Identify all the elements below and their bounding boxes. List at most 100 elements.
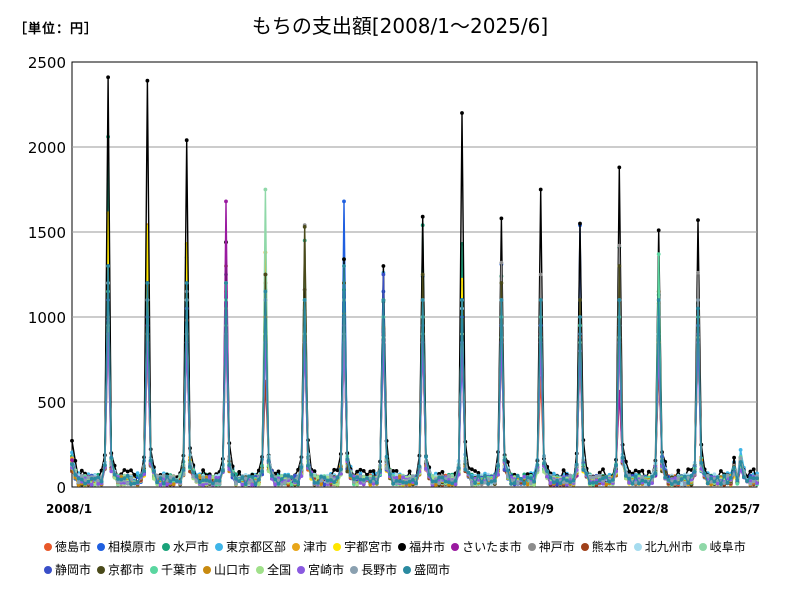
data-point (624, 459, 628, 464)
data-point (260, 469, 264, 474)
data-point (705, 481, 710, 486)
data-point (250, 482, 255, 487)
data-point (224, 199, 228, 204)
data-point (132, 481, 137, 486)
data-point (437, 481, 441, 486)
data-point (256, 482, 261, 487)
data-point (191, 470, 196, 475)
data-point (184, 138, 189, 143)
data-point (289, 475, 294, 480)
legend-label: 京都市 (108, 563, 145, 577)
data-point (529, 476, 533, 481)
data-point (181, 467, 186, 472)
data-point (214, 478, 219, 483)
data-point (735, 481, 740, 486)
data-point (168, 475, 173, 479)
data-point (335, 468, 340, 473)
data-point (355, 469, 359, 474)
data-point (76, 483, 81, 487)
data-point (601, 481, 605, 486)
legend-swatch-icon (44, 542, 52, 551)
data-point (692, 470, 697, 474)
data-point (499, 281, 504, 285)
data-point (420, 214, 425, 219)
data-point (352, 480, 356, 484)
data-point (640, 474, 645, 479)
data-point (394, 472, 399, 477)
data-point (522, 481, 527, 486)
data-point (319, 482, 323, 487)
data-point (571, 478, 576, 483)
y-tick-label: 1500 (28, 224, 66, 242)
data-point (565, 478, 569, 483)
data-point (234, 476, 238, 481)
data-point (551, 480, 556, 485)
data-point (417, 464, 422, 469)
legend-item: 京都市 (97, 561, 144, 578)
legend-swatch-icon (350, 565, 359, 574)
data-point (106, 75, 110, 80)
legend-swatch-icon (97, 565, 106, 574)
data-point (161, 481, 166, 486)
data-point (302, 225, 307, 229)
data-point (656, 298, 661, 302)
data-point (627, 473, 632, 478)
data-point (656, 228, 661, 233)
data-point (273, 477, 278, 482)
data-point (214, 475, 219, 480)
data-point (630, 481, 635, 486)
data-point (532, 483, 536, 487)
plot-area (71, 61, 758, 488)
data-point (322, 482, 327, 487)
legend-label: さいたま市 (462, 540, 522, 554)
data-point (525, 475, 530, 480)
data-point (188, 464, 192, 469)
data-point (584, 471, 589, 476)
legend-label: 山口市 (214, 563, 251, 577)
data-point (122, 468, 127, 472)
data-point (148, 458, 153, 463)
data-point (365, 476, 369, 480)
data-point (420, 272, 425, 277)
data-point (335, 482, 340, 487)
data-point (243, 482, 248, 487)
data-point (342, 257, 346, 262)
legend-swatch-icon (150, 565, 159, 574)
legend-swatch-icon (215, 542, 224, 551)
data-point (371, 469, 376, 473)
data-point (466, 470, 471, 475)
data-point (286, 474, 291, 478)
data-point (433, 479, 438, 484)
data-point (345, 457, 350, 462)
data-point (604, 475, 609, 479)
data-point (283, 480, 287, 485)
data-point (617, 243, 622, 248)
data-point (348, 473, 353, 478)
data-point (597, 470, 602, 475)
data-point (371, 481, 376, 486)
x-tick-label: 2013/11 (274, 502, 328, 516)
data-point (152, 476, 156, 481)
legend-item: 宇都宮市 (333, 538, 392, 555)
data-point (93, 476, 97, 481)
legend-label: 徳島市 (55, 540, 92, 554)
data-point (578, 298, 582, 302)
data-point (293, 478, 297, 483)
data-point (211, 475, 215, 479)
data-point (240, 482, 245, 487)
data-point (424, 466, 428, 471)
y-tick-label: 1000 (28, 309, 66, 327)
x-tick-label: 2016/10 (389, 502, 443, 516)
legend-label: 相模原市 (108, 540, 157, 554)
data-point (676, 476, 681, 481)
data-point (276, 482, 281, 486)
data-point (197, 475, 202, 480)
data-point (519, 476, 523, 481)
data-point (207, 479, 212, 483)
data-point (211, 481, 215, 486)
data-point (315, 481, 320, 485)
data-point (374, 481, 379, 485)
data-point (384, 466, 389, 471)
legend-swatch-icon (580, 542, 589, 551)
data-point (473, 481, 477, 485)
